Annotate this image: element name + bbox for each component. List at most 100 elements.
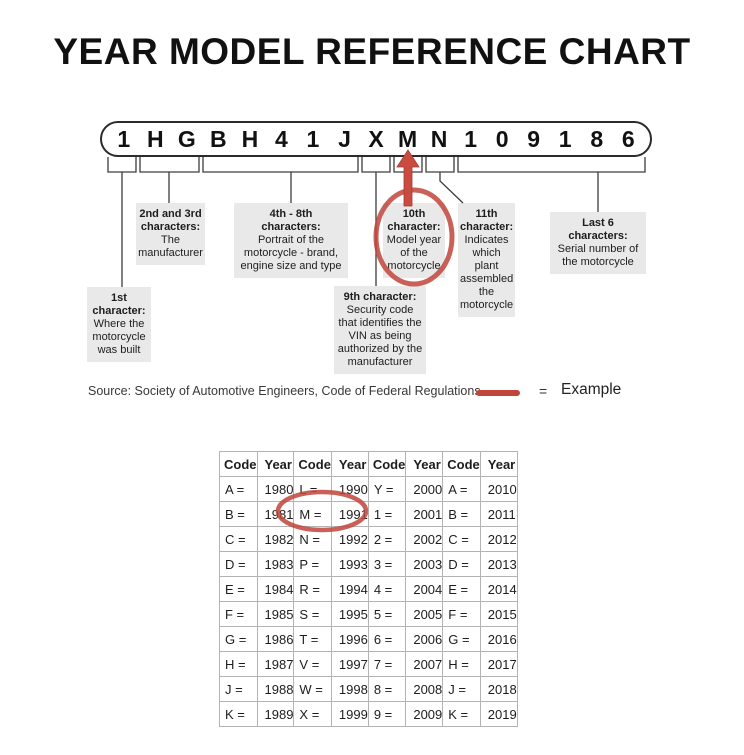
callout-heading: 9th character: bbox=[343, 291, 417, 303]
table-cell: R = bbox=[293, 576, 332, 602]
table-cell: 1991 bbox=[330, 501, 369, 527]
table-cell: K = bbox=[442, 701, 481, 727]
table-cell: P = bbox=[293, 551, 332, 577]
table-cell: 2003 bbox=[405, 551, 444, 577]
page-title: YEAR MODEL REFERENCE CHART bbox=[53, 31, 691, 72]
table-cell: 2006 bbox=[405, 626, 444, 652]
callout-heading: Last 6 characters: bbox=[568, 217, 628, 242]
vin-character: 1 bbox=[464, 126, 477, 152]
callout-1st-character: 1st character: Where the motorcycle was … bbox=[87, 287, 151, 362]
vin-character: 9 bbox=[527, 126, 541, 152]
table-cell: J = bbox=[219, 676, 258, 702]
table-cell: E = bbox=[219, 576, 258, 602]
callout-4th-8th-characters: 4th - 8th characters: Portrait of the mo… bbox=[234, 203, 348, 278]
callout-last-6-characters: Last 6 characters: Serial number of the … bbox=[550, 212, 646, 274]
table-cell: M = bbox=[293, 501, 332, 527]
table-cell: 2004 bbox=[405, 576, 444, 602]
callout-body: Model year of the motorcycle bbox=[386, 234, 442, 272]
table-cell: 2007 bbox=[405, 651, 444, 677]
table-cell: 2018 bbox=[479, 676, 518, 702]
table-cell: 2009 bbox=[405, 701, 444, 727]
table-cell: 1997 bbox=[330, 651, 369, 677]
callout-body: The manufacturer bbox=[138, 234, 203, 259]
table-cell: N = bbox=[293, 526, 332, 552]
table-cell: 2015 bbox=[479, 601, 518, 627]
bracket-10th-character bbox=[393, 157, 423, 203]
table-cell: 3 = bbox=[367, 551, 407, 577]
table-cell: A = bbox=[219, 476, 258, 502]
table-cell: F = bbox=[219, 601, 258, 627]
callout-9th-character: 9th character: Security code that identi… bbox=[334, 286, 426, 374]
table-cell: 1998 bbox=[330, 676, 369, 702]
table-cell: 2010 bbox=[479, 476, 518, 502]
vin-character: J bbox=[338, 126, 351, 152]
example-red-dash-icon bbox=[476, 390, 520, 396]
table-cell: 1987 bbox=[256, 651, 295, 677]
table-cell: 1981 bbox=[256, 501, 295, 527]
vin-character: 1 bbox=[306, 126, 320, 152]
table-cell: K = bbox=[219, 701, 258, 727]
table-row: B = 1981 M = 1991 1 = 2001 B = 2011 bbox=[219, 501, 518, 527]
year-code-table-header: Code Year Code Year Code Year Code Year bbox=[219, 451, 518, 477]
table-cell: B = bbox=[442, 501, 481, 527]
table-cell: D = bbox=[442, 551, 481, 577]
table-cell: 2011 bbox=[479, 501, 518, 527]
callout-body: Serial number of the motorcycle bbox=[557, 243, 639, 268]
callout-heading: 2nd and 3rd characters: bbox=[139, 208, 202, 233]
table-header-cell: Code bbox=[219, 451, 258, 477]
table-cell: 2002 bbox=[405, 526, 444, 552]
table-cell: G = bbox=[442, 626, 481, 652]
table-cell: C = bbox=[442, 526, 481, 552]
vin-character: H bbox=[241, 126, 259, 152]
vin-character: H bbox=[146, 126, 164, 152]
table-header-cell: Code bbox=[293, 451, 332, 477]
table-cell: X = bbox=[293, 701, 332, 727]
table-cell: 1993 bbox=[330, 551, 369, 577]
bracket-4th-8th-characters bbox=[202, 157, 359, 203]
callout-heading: 10th character: bbox=[387, 208, 441, 233]
table-cell: 1984 bbox=[256, 576, 295, 602]
example-arrow-icon bbox=[396, 149, 420, 207]
vin-character: N bbox=[430, 126, 448, 152]
table-cell: B = bbox=[219, 501, 258, 527]
table-cell: 2008 bbox=[405, 676, 444, 702]
source-text: Source: Society of Automotive Engineers,… bbox=[88, 384, 481, 398]
table-header-cell: Year bbox=[330, 451, 369, 477]
table-row: J = 1988 W = 1998 8 = 2008 J = 2018 bbox=[219, 676, 518, 702]
callout-11th-character: 11th character: Indicates which plant as… bbox=[458, 203, 515, 317]
table-row: G = 1986 T = 1996 6 = 2006 G = 2016 bbox=[219, 626, 518, 652]
table-cell: 1985 bbox=[256, 601, 295, 627]
vin-character: B bbox=[210, 126, 227, 152]
table-row: F = 1985 S = 1995 5 = 2005 F = 2015 bbox=[219, 601, 518, 627]
table-row: K = 1989 X = 1999 9 = 2009 K = 2019 bbox=[219, 701, 518, 727]
table-cell: V = bbox=[293, 651, 332, 677]
table-cell: H = bbox=[219, 651, 258, 677]
table-cell: 2005 bbox=[405, 601, 444, 627]
table-cell: L = bbox=[293, 476, 332, 502]
table-header-cell: Code bbox=[442, 451, 481, 477]
table-cell: W = bbox=[293, 676, 332, 702]
table-cell: 1995 bbox=[330, 601, 369, 627]
callout-10th-character: 10th character: Model year of the motorc… bbox=[383, 203, 445, 278]
bracket-11th-character bbox=[425, 157, 464, 204]
callout-body: Security code that identifies the VIN as… bbox=[337, 304, 423, 368]
vin-character: 1 bbox=[117, 126, 131, 152]
table-cell: 1986 bbox=[256, 626, 295, 652]
bracket-2nd-3rd-characters bbox=[139, 157, 200, 203]
table-cell: 2012 bbox=[479, 526, 518, 552]
table-cell: 6 = bbox=[367, 626, 407, 652]
table-cell: 1983 bbox=[256, 551, 295, 577]
table-cell: 2013 bbox=[479, 551, 518, 577]
year-code-table: Code Year Code Year Code Year Code Year A = 1980… bbox=[219, 451, 518, 727]
bracket-1st-character bbox=[107, 157, 137, 287]
table-cell: S = bbox=[293, 601, 332, 627]
legend-example-label: Example bbox=[561, 381, 622, 398]
table-header-cell: Year bbox=[256, 451, 295, 477]
table-cell: J = bbox=[442, 676, 481, 702]
vin-character: 4 bbox=[275, 126, 288, 152]
table-cell: 1992 bbox=[330, 526, 369, 552]
table-cell: 2001 bbox=[405, 501, 444, 527]
table-cell: H = bbox=[442, 651, 481, 677]
table-row: C = 1982 N = 1992 2 = 2002 C = 2012 bbox=[219, 526, 518, 552]
